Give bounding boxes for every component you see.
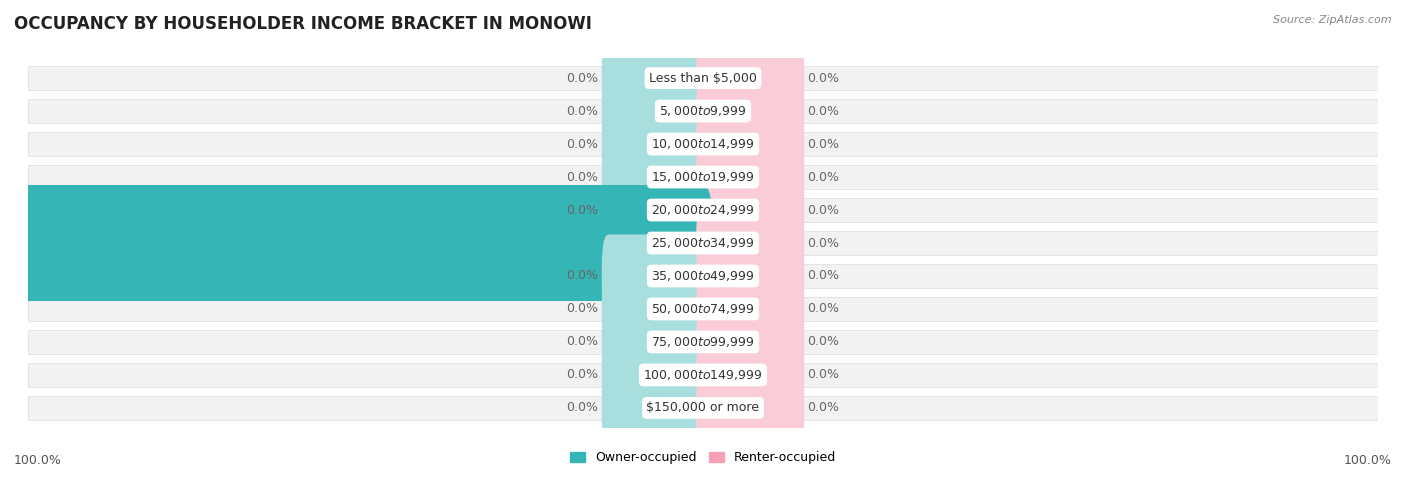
- FancyBboxPatch shape: [28, 99, 1378, 123]
- FancyBboxPatch shape: [28, 198, 1378, 222]
- Legend: Owner-occupied, Renter-occupied: Owner-occupied, Renter-occupied: [565, 447, 841, 469]
- FancyBboxPatch shape: [696, 103, 804, 186]
- FancyBboxPatch shape: [602, 333, 710, 417]
- Text: $15,000 to $19,999: $15,000 to $19,999: [651, 170, 755, 184]
- FancyBboxPatch shape: [696, 234, 804, 317]
- FancyBboxPatch shape: [696, 333, 804, 417]
- FancyBboxPatch shape: [18, 185, 713, 301]
- FancyBboxPatch shape: [28, 297, 1378, 321]
- FancyBboxPatch shape: [28, 264, 1378, 288]
- FancyBboxPatch shape: [696, 300, 804, 383]
- FancyBboxPatch shape: [28, 165, 1378, 189]
- FancyBboxPatch shape: [602, 366, 710, 450]
- FancyBboxPatch shape: [602, 103, 710, 186]
- Text: 0.0%: 0.0%: [807, 368, 839, 382]
- FancyBboxPatch shape: [696, 366, 804, 450]
- Text: 0.0%: 0.0%: [567, 302, 599, 315]
- Text: 0.0%: 0.0%: [807, 171, 839, 184]
- FancyBboxPatch shape: [602, 169, 710, 252]
- FancyBboxPatch shape: [696, 267, 804, 350]
- Text: 0.0%: 0.0%: [807, 302, 839, 315]
- Text: $100,000 to $149,999: $100,000 to $149,999: [644, 368, 762, 382]
- Text: $20,000 to $24,999: $20,000 to $24,999: [651, 203, 755, 217]
- Text: $10,000 to $14,999: $10,000 to $14,999: [651, 137, 755, 151]
- FancyBboxPatch shape: [28, 231, 1378, 255]
- FancyBboxPatch shape: [28, 330, 1378, 354]
- FancyBboxPatch shape: [602, 234, 710, 317]
- Text: 0.0%: 0.0%: [567, 104, 599, 118]
- Text: 100.0%: 100.0%: [0, 237, 18, 249]
- Text: 0.0%: 0.0%: [807, 104, 839, 118]
- FancyBboxPatch shape: [28, 363, 1378, 387]
- FancyBboxPatch shape: [602, 36, 710, 120]
- FancyBboxPatch shape: [602, 69, 710, 153]
- Text: 0.0%: 0.0%: [567, 171, 599, 184]
- Text: 0.0%: 0.0%: [567, 71, 599, 85]
- Text: $150,000 or more: $150,000 or more: [647, 401, 759, 415]
- Text: 0.0%: 0.0%: [807, 401, 839, 415]
- Text: 0.0%: 0.0%: [807, 138, 839, 151]
- FancyBboxPatch shape: [696, 69, 804, 153]
- FancyBboxPatch shape: [602, 300, 710, 383]
- Text: 0.0%: 0.0%: [567, 335, 599, 348]
- FancyBboxPatch shape: [696, 36, 804, 120]
- Text: $25,000 to $34,999: $25,000 to $34,999: [651, 236, 755, 250]
- Text: $75,000 to $99,999: $75,000 to $99,999: [651, 335, 755, 349]
- Text: 0.0%: 0.0%: [807, 269, 839, 282]
- Text: 0.0%: 0.0%: [567, 401, 599, 415]
- Text: 0.0%: 0.0%: [567, 204, 599, 217]
- Text: 0.0%: 0.0%: [567, 368, 599, 382]
- FancyBboxPatch shape: [696, 202, 804, 284]
- Text: 0.0%: 0.0%: [567, 269, 599, 282]
- Text: 100.0%: 100.0%: [1344, 453, 1392, 467]
- Text: 0.0%: 0.0%: [567, 138, 599, 151]
- Text: $50,000 to $74,999: $50,000 to $74,999: [651, 302, 755, 316]
- FancyBboxPatch shape: [602, 267, 710, 350]
- Text: Less than $5,000: Less than $5,000: [650, 71, 756, 85]
- FancyBboxPatch shape: [28, 132, 1378, 156]
- Text: 0.0%: 0.0%: [807, 204, 839, 217]
- FancyBboxPatch shape: [696, 136, 804, 219]
- Text: OCCUPANCY BY HOUSEHOLDER INCOME BRACKET IN MONOWI: OCCUPANCY BY HOUSEHOLDER INCOME BRACKET …: [14, 15, 592, 33]
- FancyBboxPatch shape: [602, 136, 710, 219]
- Text: 0.0%: 0.0%: [807, 237, 839, 249]
- Text: 0.0%: 0.0%: [807, 335, 839, 348]
- FancyBboxPatch shape: [696, 169, 804, 252]
- Text: 0.0%: 0.0%: [807, 71, 839, 85]
- Text: Source: ZipAtlas.com: Source: ZipAtlas.com: [1274, 15, 1392, 25]
- FancyBboxPatch shape: [28, 396, 1378, 420]
- Text: $5,000 to $9,999: $5,000 to $9,999: [659, 104, 747, 118]
- FancyBboxPatch shape: [28, 66, 1378, 90]
- Text: 100.0%: 100.0%: [14, 453, 62, 467]
- Text: $35,000 to $49,999: $35,000 to $49,999: [651, 269, 755, 283]
